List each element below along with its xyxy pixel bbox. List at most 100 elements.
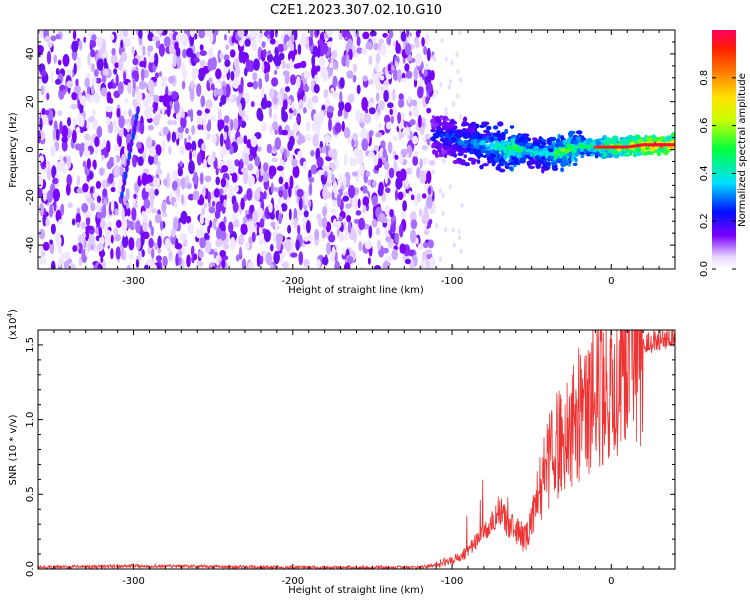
noise-speck [126, 121, 130, 133]
noise-speck [136, 141, 142, 149]
noise-speck [235, 254, 240, 262]
noise-speck [193, 171, 198, 185]
noise-speck [113, 90, 121, 99]
noise-speck [225, 44, 229, 50]
ridge-mark [529, 160, 536, 165]
noise-speck [458, 235, 462, 241]
noise-speck [45, 218, 50, 227]
noise-speck [215, 238, 223, 248]
noise-speck [309, 181, 313, 196]
ridge-mark [463, 154, 467, 159]
noise-speck [293, 30, 298, 41]
figure-title: C2E1.2023.307.02.10.G10 [270, 3, 442, 18]
noise-speck [168, 42, 175, 55]
noise-speck [70, 103, 78, 110]
ridge-mark [575, 130, 583, 135]
noise-speck [205, 132, 209, 138]
noise-speck [367, 257, 371, 265]
noise-speck [274, 137, 282, 150]
noise-speck [421, 193, 427, 199]
noise-speck [40, 69, 47, 77]
noise-speck [262, 171, 269, 183]
colorbar-tick-label: 0.6 [699, 118, 710, 134]
noise-speck [67, 117, 71, 127]
noise-speck [94, 136, 100, 148]
noise-speck [417, 86, 424, 99]
noise-speck [332, 60, 338, 70]
ridge-mark [463, 148, 469, 153]
noise-speck [87, 52, 91, 66]
noise-speck [135, 237, 141, 251]
ridge-mark [551, 151, 555, 157]
noise-speck [86, 158, 91, 170]
noise-speck [199, 44, 204, 51]
noise-speck [83, 36, 87, 43]
ridge-mark [509, 166, 513, 171]
noise-speck [142, 219, 148, 232]
noise-speck [249, 30, 256, 39]
noise-speck [209, 31, 214, 44]
noise-speck [301, 32, 306, 41]
ridge-mark [621, 143, 629, 146]
noise-speck [126, 202, 130, 210]
ridge-mark [585, 140, 591, 145]
noise-speck [38, 186, 43, 198]
noise-speck [305, 220, 311, 234]
noise-speck [265, 251, 272, 266]
noise-speck [240, 197, 245, 210]
noise-speck [425, 249, 433, 255]
noise-speck [92, 108, 96, 117]
noise-speck [186, 47, 194, 58]
noise-speck [297, 224, 301, 235]
noise-speck [160, 82, 168, 88]
noise-speck [361, 138, 369, 152]
noise-speck [214, 209, 221, 219]
ridge-mark [541, 167, 545, 174]
noise-speck [154, 72, 159, 79]
noise-speck [199, 60, 206, 68]
noise-speck [53, 54, 58, 64]
noise-speck [154, 242, 159, 251]
noise-speck [303, 84, 310, 93]
noise-speck [81, 202, 89, 213]
noise-speck [314, 74, 320, 84]
noise-speck [124, 97, 129, 104]
noise-speck [255, 169, 260, 181]
noise-speck [438, 188, 442, 194]
noise-speck [113, 156, 118, 166]
noise-speck [57, 256, 62, 268]
noise-speck [96, 212, 104, 219]
noise-speck [109, 97, 114, 104]
noise-speck [186, 254, 191, 268]
noise-speck [250, 101, 255, 108]
noise-speck [384, 114, 391, 124]
colorbar-tick-label: 0.4 [699, 165, 710, 181]
noise-speck [377, 100, 385, 111]
noise-speck [409, 119, 416, 126]
noise-speck [394, 232, 400, 244]
noise-speck [187, 222, 194, 235]
noise-speck [229, 184, 234, 195]
noise-streak-mark [126, 158, 130, 167]
ridge-mark [671, 132, 675, 137]
ridge-mark [449, 127, 455, 132]
noise-speck [153, 94, 160, 103]
noise-speck [388, 167, 395, 179]
noise-speck [376, 92, 380, 102]
noise-speck [393, 159, 398, 174]
noise-speck [188, 160, 195, 175]
noise-speck [55, 33, 61, 40]
noise-speck [199, 237, 206, 249]
noise-speck [322, 216, 328, 229]
noise-speck [459, 77, 463, 83]
ridge-mark [460, 160, 466, 166]
noise-speck [98, 227, 103, 238]
noise-speck [148, 237, 154, 249]
noise-speck [103, 57, 108, 70]
ridge-mark [508, 149, 515, 156]
noise-speck [175, 238, 179, 249]
noise-speck [444, 227, 448, 233]
noise-speck [252, 72, 258, 81]
noise-speck [301, 216, 308, 223]
